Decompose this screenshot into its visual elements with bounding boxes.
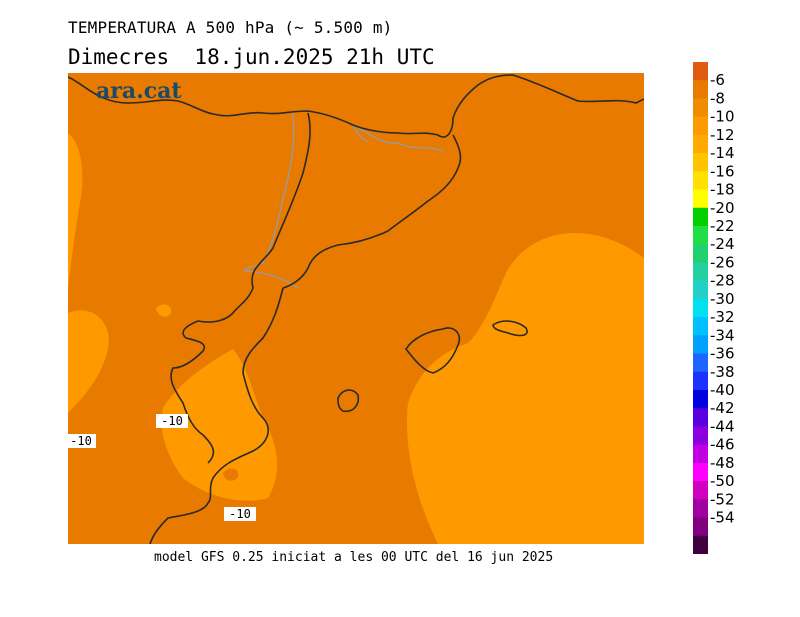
chart-title: TEMPERATURA A 500 hPa (~ 5.500 m) bbox=[68, 18, 393, 37]
legend-swatch bbox=[693, 353, 708, 373]
coastline-catalonia bbox=[282, 134, 462, 289]
legend-label: -8 bbox=[710, 89, 725, 107]
brand-logo: ara.cat bbox=[96, 78, 182, 104]
legend-swatch bbox=[693, 426, 708, 446]
island-ibiza bbox=[337, 389, 360, 413]
legend-swatch bbox=[693, 535, 708, 554]
border-line-north bbox=[352, 124, 444, 152]
island-menorca bbox=[492, 320, 528, 337]
legend-swatch bbox=[693, 335, 708, 355]
legend-label: -24 bbox=[710, 235, 735, 253]
legend-swatch bbox=[693, 517, 708, 537]
legend-label: -44 bbox=[710, 417, 735, 435]
model-info: model GFS 0.25 iniciat a les 00 UTC del … bbox=[154, 550, 554, 565]
warm-region-east bbox=[407, 232, 644, 544]
legend-label: -48 bbox=[710, 454, 735, 472]
chart-subtitle: Dimecres 18.jun.2025 21h UTC bbox=[68, 45, 435, 69]
contour-label-text: -10 bbox=[229, 507, 251, 521]
island-mallorca bbox=[405, 327, 461, 374]
warm-region-far-east bbox=[635, 458, 644, 493]
legend-label: -22 bbox=[710, 217, 735, 235]
temperature-map: -10 -10 -10 ara.cat bbox=[68, 73, 644, 544]
coastline-france-north bbox=[68, 74, 644, 138]
legend-swatch bbox=[693, 462, 708, 482]
legend-label: -14 bbox=[710, 144, 735, 162]
legend-swatch bbox=[693, 280, 708, 300]
legend-label: -30 bbox=[710, 290, 735, 308]
legend-label: -40 bbox=[710, 381, 735, 399]
legend-label: -10 bbox=[710, 108, 735, 126]
contour-label: -10 bbox=[224, 507, 256, 521]
coastline-valencia bbox=[149, 287, 284, 544]
legend-label: -36 bbox=[710, 345, 735, 363]
legend-swatch bbox=[693, 171, 708, 191]
legend-label: -38 bbox=[710, 363, 735, 381]
legend-label: -32 bbox=[710, 308, 735, 326]
legend-swatch bbox=[693, 499, 708, 519]
warm-region-peninsula bbox=[161, 349, 278, 501]
legend-label: -12 bbox=[710, 126, 735, 144]
coastline-interior bbox=[170, 112, 311, 464]
legend-label: -52 bbox=[710, 490, 735, 508]
legend-swatch bbox=[693, 80, 708, 99]
legend-swatch bbox=[693, 317, 708, 336]
legend-swatch bbox=[693, 371, 708, 391]
legend-swatch bbox=[693, 153, 708, 172]
legend-swatch bbox=[693, 390, 708, 409]
warm-region-small bbox=[156, 304, 172, 317]
legend-swatch bbox=[693, 244, 708, 263]
legend-label: -34 bbox=[710, 326, 735, 344]
contour-label: -10 bbox=[68, 434, 96, 448]
legend-label: -20 bbox=[710, 199, 735, 217]
legend-swatch bbox=[693, 226, 708, 245]
legend-swatch bbox=[693, 62, 708, 81]
warm-region-west bbox=[68, 133, 83, 288]
legend-label: -50 bbox=[710, 472, 735, 490]
contour-label-text: -10 bbox=[161, 414, 183, 428]
legend-swatch bbox=[693, 262, 708, 282]
legend-swatch bbox=[693, 134, 708, 154]
legend-swatch bbox=[693, 207, 708, 227]
legend-swatch bbox=[693, 116, 708, 136]
legend-label: -26 bbox=[710, 253, 735, 271]
contour-label-text: -10 bbox=[70, 434, 92, 448]
contour-label: -10 bbox=[156, 414, 188, 428]
legend-label: -46 bbox=[710, 436, 735, 454]
legend-label: -6 bbox=[710, 71, 725, 89]
legend-swatch bbox=[693, 444, 708, 464]
legend-swatch bbox=[693, 408, 708, 427]
legend-swatch bbox=[693, 189, 708, 209]
legend-label: -42 bbox=[710, 399, 735, 417]
border-line-east bbox=[352, 124, 369, 142]
legend-swatch bbox=[693, 98, 708, 118]
legend-swatch bbox=[693, 298, 708, 318]
legend-label: -54 bbox=[710, 509, 735, 527]
warm-region-southwest bbox=[68, 310, 109, 413]
legend-label: -18 bbox=[710, 181, 735, 199]
color-legend: -6-8-10-12-14-16-18-20-22-24-26-28-30-32… bbox=[693, 62, 735, 554]
border-line bbox=[243, 112, 299, 289]
legend-label: -16 bbox=[710, 162, 735, 180]
legend-label: -28 bbox=[710, 272, 735, 290]
legend-swatch bbox=[693, 481, 708, 500]
cool-spot bbox=[223, 468, 239, 481]
